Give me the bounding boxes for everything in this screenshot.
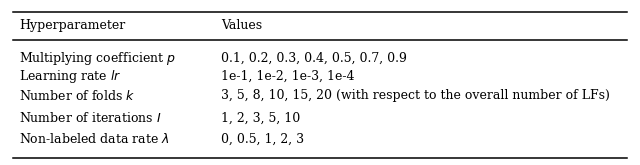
Text: 1e-1, 1e-2, 1e-3, 1e-4: 1e-1, 1e-2, 1e-3, 1e-4 [221,70,355,83]
Text: 0, 0.5, 1, 2, 3: 0, 0.5, 1, 2, 3 [221,133,304,146]
Text: Learning rate $lr$: Learning rate $lr$ [19,68,122,85]
Text: Non-labeled data rate $\lambda$: Non-labeled data rate $\lambda$ [19,132,170,146]
Text: Multiplying coefficient $p$: Multiplying coefficient $p$ [19,50,176,67]
Text: Number of iterations $I$: Number of iterations $I$ [19,111,162,125]
Text: 3, 5, 8, 10, 15, 20 (with respect to the overall number of LFs): 3, 5, 8, 10, 15, 20 (with respect to the… [221,89,610,102]
Text: Hyperparameter: Hyperparameter [19,19,125,32]
Text: Values: Values [221,19,262,32]
Text: Number of folds $k$: Number of folds $k$ [19,89,136,103]
Text: 0.1, 0.2, 0.3, 0.4, 0.5, 0.7, 0.9: 0.1, 0.2, 0.3, 0.4, 0.5, 0.7, 0.9 [221,52,406,65]
Text: 1, 2, 3, 5, 10: 1, 2, 3, 5, 10 [221,112,300,124]
